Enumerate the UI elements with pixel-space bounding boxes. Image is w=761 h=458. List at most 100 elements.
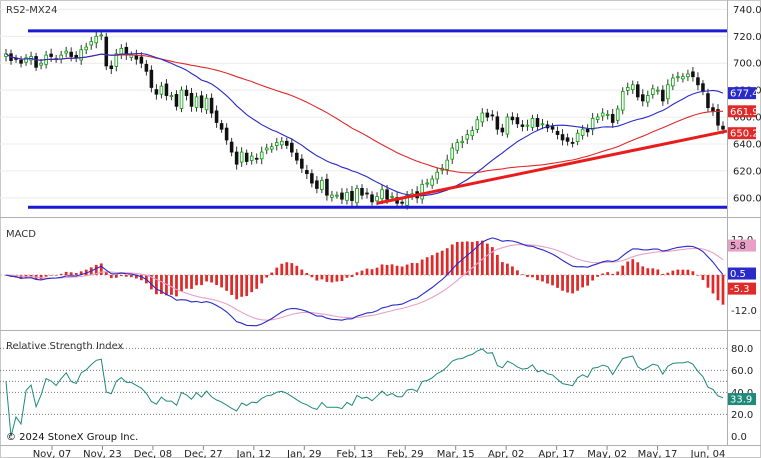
macd-histogram-bar: [546, 275, 549, 284]
macd-histogram-bar: [586, 275, 590, 286]
price-tick-label: 740.0: [733, 5, 761, 16]
macd-histogram-bar: [170, 275, 173, 295]
candle-body: [515, 117, 520, 125]
candle-body: [686, 73, 690, 78]
macd-histogram-bar: [601, 273, 605, 275]
macd-histogram-bar: [656, 269, 660, 275]
x-tick-label: Jan, 29: [286, 449, 322, 458]
macd-histogram-bar: [270, 272, 274, 275]
macd-histogram-bar: [325, 275, 329, 282]
candle-body: [365, 192, 369, 195]
macd-histogram-bar: [280, 263, 284, 275]
rsi-line: [5, 348, 724, 437]
candle-body: [139, 56, 144, 64]
macd-histogram-bar: [521, 274, 524, 275]
macd-histogram-bar: [541, 275, 544, 282]
macd-histogram-bar: [119, 275, 123, 276]
macd-histogram-bar: [531, 275, 534, 278]
candle-body: [510, 116, 515, 121]
x-tick-label: Feb, 29: [387, 449, 424, 458]
macd-value-badge: 0.5: [730, 269, 746, 280]
macd-histogram-bar: [475, 241, 479, 275]
candle-body: [470, 130, 475, 137]
rsi-panel: 80.060.040.020.00.033.9: [0, 344, 756, 443]
x-tick-label: Nov, 07: [33, 449, 72, 458]
candle-body: [640, 94, 645, 102]
candle-body: [550, 126, 555, 130]
candle-body: [701, 83, 705, 92]
candle-body: [435, 171, 439, 180]
rsi-title: Relative Strength Index: [6, 341, 124, 352]
price-tick-label: 640.0: [733, 140, 761, 151]
candle-body: [79, 49, 83, 61]
candle-body: [625, 87, 630, 91]
candle-body: [390, 196, 394, 198]
macd-histogram-bar: [425, 257, 429, 275]
macd-histogram-bar: [340, 275, 344, 282]
macd-histogram-bar: [661, 273, 665, 275]
macd-histogram-bar: [345, 275, 349, 278]
candle-body: [360, 188, 364, 196]
rsi-value-badge-bg: [728, 393, 756, 406]
candle-body: [325, 178, 329, 196]
ma-fast-badge-bg: [728, 87, 756, 100]
ma-slow-badge: 661.9: [730, 107, 759, 118]
candle-body: [320, 179, 324, 190]
candle-body: [666, 84, 670, 100]
candle-body: [565, 137, 570, 142]
macd-histogram-bar: [566, 275, 569, 293]
candle-body: [570, 141, 575, 144]
macd-histogram-bar: [390, 264, 394, 275]
macd-signal-line: [5, 244, 724, 321]
candle-body: [89, 41, 94, 46]
candle-body: [590, 118, 595, 131]
macd-histogram-bar: [581, 275, 584, 288]
macd-histogram-bar: [556, 275, 559, 288]
candle-body: [350, 190, 354, 201]
macd-histogram-bar: [165, 275, 168, 296]
candle-body: [264, 147, 269, 151]
candle-body: [239, 151, 244, 163]
candle-body: [249, 155, 254, 161]
candle-body: [269, 146, 274, 150]
macd-histogram-bar: [99, 263, 103, 275]
macd-histogram-bar: [285, 262, 289, 275]
macd-histogram-bar: [49, 275, 53, 276]
candle-body: [651, 88, 655, 95]
x-tick-label: Nov, 23: [83, 449, 122, 458]
candle-body: [610, 113, 615, 123]
macd-histogram-bar: [480, 240, 484, 275]
candle-body: [716, 109, 720, 126]
macd-histogram-bar: [616, 271, 620, 275]
candle-body: [425, 182, 429, 185]
candle-body: [19, 59, 23, 64]
candle-body: [229, 141, 234, 153]
candle-body: [400, 201, 404, 204]
candle-body: [721, 125, 725, 130]
macd-histogram-bar: [611, 273, 615, 275]
macd-histogram-bar: [230, 275, 234, 295]
candle-body: [500, 127, 505, 133]
last-price-badge: 650.2: [730, 129, 759, 140]
macd-histogram-bar: [250, 275, 254, 293]
candle-body: [74, 55, 78, 59]
macd-histogram-bar: [215, 275, 218, 285]
macd-histogram-bar: [561, 275, 564, 291]
price-panel: 600.0620.0640.0660.0680.0700.0720.0740.0…: [0, 5, 761, 210]
price-tick-label: 720.0: [733, 32, 761, 43]
candle-body: [34, 56, 38, 68]
macd-histogram-bar: [465, 241, 469, 275]
macd-histogram-bar: [350, 275, 354, 278]
macd-histogram-bar: [676, 269, 680, 275]
candle-body: [305, 169, 309, 175]
candle-body: [605, 113, 610, 116]
macd-histogram-bar: [139, 275, 143, 281]
macd-histogram-bar: [711, 275, 715, 294]
price-tick-label: 660.0: [733, 113, 761, 124]
candle-body: [430, 178, 434, 186]
x-tick-label: May, 17: [638, 449, 678, 458]
rsi-tick-label: 20.0: [731, 410, 753, 421]
macd-histogram-bar: [691, 271, 695, 275]
macd-histogram-bar: [260, 275, 264, 284]
